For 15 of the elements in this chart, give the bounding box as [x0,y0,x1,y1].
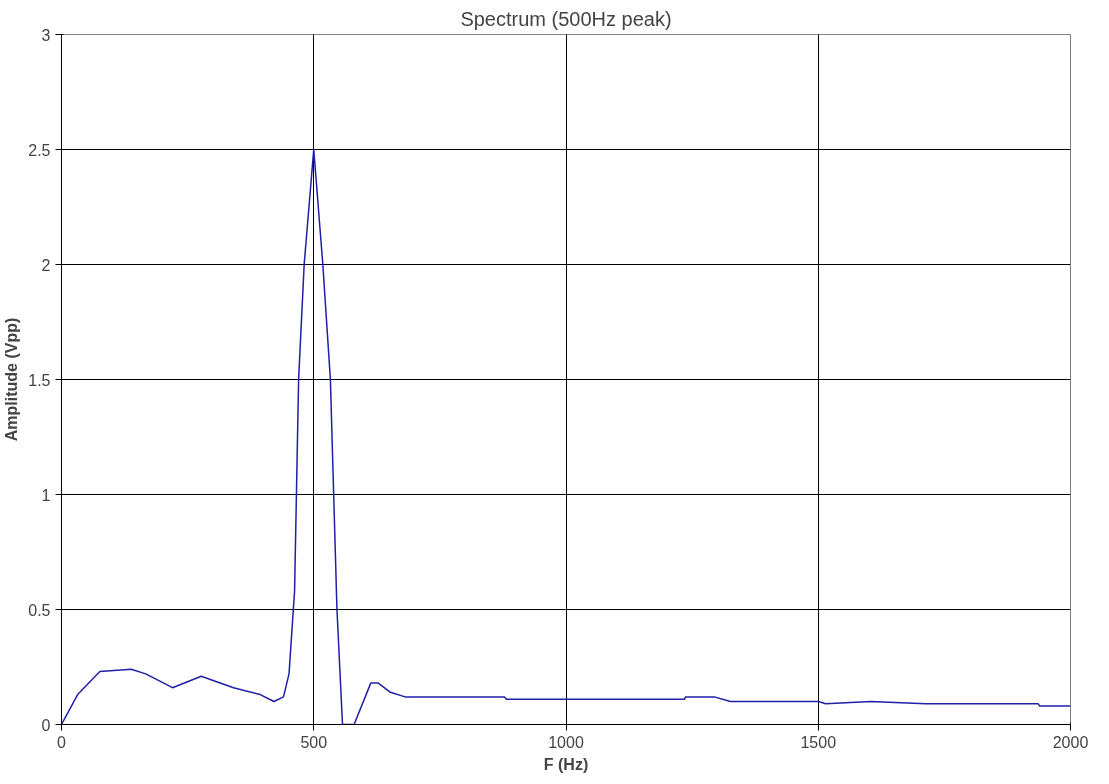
x-tick-label: 0 [57,733,67,751]
chart-title: Spectrum (500Hz peak) [460,7,672,30]
x-tick-label: 2000 [1052,733,1089,751]
y-tick-label: 1.5 [28,371,51,389]
y-axis-title: Amplitude (Vpp) [3,317,21,442]
y-tick-label: 2 [41,256,51,274]
x-tick-label: 1000 [548,733,584,751]
x-tick-label: 1500 [800,733,837,751]
y-tick-label: 0.5 [28,601,51,619]
y-tick-label: 1 [41,486,51,504]
y-tick-label: 3 [41,26,51,44]
y-tick-label: 0 [41,716,51,734]
x-tick-label: 500 [300,733,328,751]
x-axis-title: F (Hz) [543,755,589,773]
y-tick-label: 2.5 [28,141,51,159]
